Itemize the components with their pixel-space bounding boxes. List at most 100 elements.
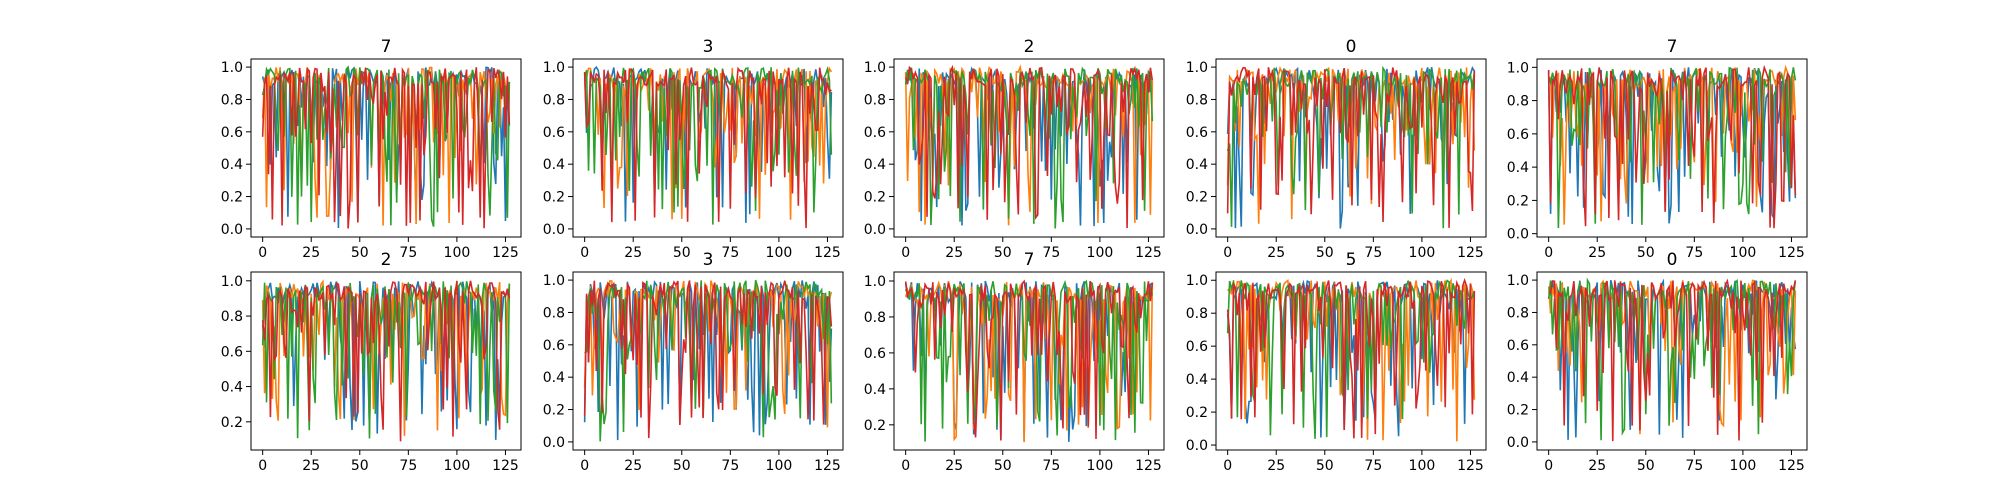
y-tick-label: 0.0 [1186,438,1208,454]
x-tick-label: 75 [399,245,417,261]
subplot-1: 0 25 50 75 100 125 0.0 0.2 0.4 0.6 0.8 1.0 7 [221,37,522,261]
subplot-7: 0 25 50 75 100 125 0.0 0.2 0.4 0.6 0.8 1.0 3 [543,250,844,474]
y-tick-label: 0.2 [1507,193,1529,209]
axes-frame [893,271,1165,451]
y-tick-label: 0.8 [1507,305,1529,321]
series-line-4 [904,279,1154,441]
subplot-title: 5 [1346,250,1357,270]
y-tick-label: 0.6 [864,346,886,362]
y-tick-label: 0.4 [543,370,565,386]
y-tick-label: 0.0 [543,435,565,451]
subplot-title: 7 [1024,250,1035,270]
x-tick-label: 75 [1685,458,1703,474]
y-tick-label: 1.0 [1186,273,1208,289]
axes-frame [572,58,844,238]
x-tick-label: 100 [1730,458,1757,474]
x-tick-label: 25 [302,458,320,474]
x-tick-label: 75 [1042,245,1060,261]
y-tick-label: 0.2 [864,190,886,206]
y-tick-label: 0.2 [1186,190,1208,206]
subplot-10: 0 25 50 75 100 125 0.0 0.2 0.4 0.6 0.8 1.0 0 [1507,250,1808,474]
x-tick-label: 75 [399,458,417,474]
y-tick-label: 1.0 [221,60,243,76]
x-tick-label: 25 [945,458,963,474]
x-tick-label: 0 [901,245,910,261]
series-line-4 [1547,64,1797,229]
x-tick-label: 100 [1087,245,1114,261]
y-tick-label: 0.0 [864,222,886,238]
x-tick-label: 0 [1544,458,1553,474]
x-tick-label: 25 [624,458,642,474]
subplot-title: 7 [381,37,392,57]
y-tick-label: 0.2 [543,190,565,206]
y-tick-label: 0.6 [543,125,565,141]
y-tick-label: 0.8 [1507,94,1529,110]
y-tick-label: 0.6 [221,125,243,141]
y-tick-label: 0.4 [1186,372,1208,388]
x-tick-label: 100 [1730,245,1757,261]
y-tick-label: 1.0 [864,274,886,290]
x-tick-label: 25 [1267,245,1285,261]
x-tick-label: 100 [1409,245,1436,261]
axes-frame [250,58,522,238]
axes-frame [1536,271,1808,451]
y-tick-label: 1.0 [1507,60,1529,76]
subplot-2: 0 25 50 75 100 125 0.0 0.2 0.4 0.6 0.8 1.0 3 [543,37,844,261]
subplot-title: 3 [703,250,714,270]
x-tick-label: 125 [814,245,841,261]
series-line-4 [1226,277,1476,439]
y-tick-label: 0.6 [864,125,886,141]
x-tick-label: 75 [1685,245,1703,261]
x-tick-label: 100 [1087,458,1114,474]
x-tick-label: 50 [351,458,369,474]
y-tick-label: 0.6 [1507,338,1529,354]
y-tick-label: 0.4 [1507,160,1529,176]
series-line-4 [1226,66,1476,228]
subplot-title: 0 [1346,37,1357,57]
x-tick-label: 50 [673,458,691,474]
series-line-2 [583,66,833,220]
y-tick-label: 0.6 [1507,127,1529,143]
y-tick-label: 0.0 [543,222,565,238]
y-tick-label: 0.8 [1186,92,1208,108]
x-tick-label: 25 [1588,245,1606,261]
y-tick-label: 0.4 [864,157,886,173]
y-tick-label: 0.8 [864,92,886,108]
axes-frame [893,58,1165,238]
y-tick-label: 0.6 [1186,125,1208,141]
subplot-title: 0 [1667,250,1678,270]
y-tick-label: 0.8 [543,305,565,321]
subplot-8: 0 25 50 75 100 125 0.2 0.4 0.6 0.8 1.0 7 [864,250,1165,474]
subplot-3: 0 25 50 75 100 125 0.0 0.2 0.4 0.6 0.8 1.0 2 [864,37,1165,261]
subplot-4: 0 25 50 75 100 125 0.0 0.2 0.4 0.6 0.8 1.0 0 [1186,37,1487,261]
x-tick-label: 0 [258,458,267,474]
subplot-5: 0 25 50 75 100 125 0.0 0.2 0.4 0.6 0.8 1.0 7 [1507,37,1808,261]
y-tick-label: 0.8 [543,92,565,108]
series-line-4 [261,66,511,229]
axes-frame [1536,58,1808,238]
x-tick-label: 0 [1223,245,1232,261]
x-tick-label: 75 [721,245,739,261]
x-tick-label: 125 [1457,245,1484,261]
x-tick-label: 50 [1637,245,1655,261]
x-tick-label: 100 [1409,458,1436,474]
y-tick-label: 0.0 [1507,435,1529,451]
x-tick-label: 25 [1267,458,1285,474]
y-tick-label: 1.0 [543,60,565,76]
x-tick-label: 125 [1778,245,1805,261]
x-tick-label: 75 [721,458,739,474]
y-tick-label: 0.4 [543,157,565,173]
x-tick-label: 0 [580,245,589,261]
y-tick-label: 0.4 [221,157,243,173]
x-tick-label: 125 [1457,458,1484,474]
subplot-title: 2 [381,250,392,270]
x-tick-label: 125 [1135,245,1162,261]
x-tick-label: 50 [994,458,1012,474]
subplot-9: 0 25 50 75 100 125 0.0 0.2 0.4 0.6 0.8 1.0 5 [1186,250,1487,474]
y-tick-label: 1.0 [543,273,565,289]
y-tick-label: 0.8 [221,309,243,325]
x-tick-label: 125 [492,245,519,261]
y-tick-label: 1.0 [864,60,886,76]
series-line-3 [1226,279,1476,439]
